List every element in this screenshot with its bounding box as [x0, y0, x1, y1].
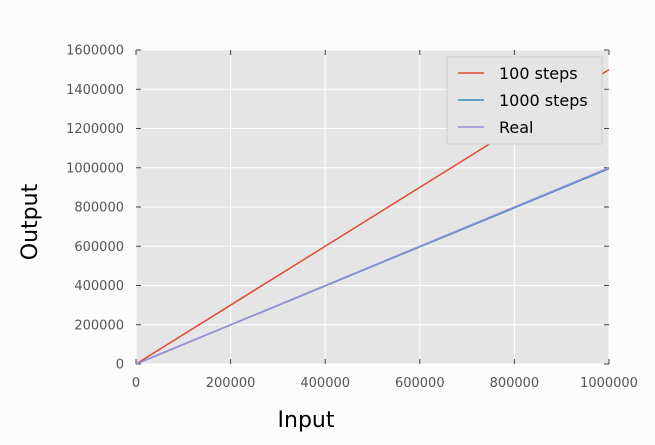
- legend-label: Real: [499, 118, 534, 137]
- grid-lines: [135, 49, 610, 365]
- x-tick-label: 400000: [300, 376, 350, 391]
- x-tick-label: 1000000: [580, 376, 638, 391]
- legend-label: 100 steps: [499, 64, 578, 83]
- y-tick-label: 800000: [74, 201, 124, 216]
- legend: 100 steps 1000 steps Real: [446, 56, 603, 145]
- x-tick-label: 800000: [490, 376, 540, 391]
- legend-label: 1000 steps: [499, 91, 588, 110]
- x-tick-label: 200000: [206, 376, 256, 391]
- y-tick-label: 1600000: [66, 44, 124, 59]
- series-line: [135, 167, 610, 365]
- y-axis-label: Output: [18, 183, 43, 260]
- y-tick-label: 600000: [74, 240, 124, 255]
- x-tick-label: 600000: [395, 376, 445, 391]
- y-tick-label: 200000: [74, 318, 124, 333]
- y-tick-label: 400000: [74, 279, 124, 294]
- x-axis-label: Input: [278, 408, 335, 433]
- y-tick-label: 1400000: [66, 83, 124, 98]
- axis-ticks: 0 200000 400000 600000 800000 1000000 0 200000 4…: [66, 44, 638, 392]
- y-tick-label: 1200000: [66, 122, 124, 137]
- y-tick-label: 1000000: [66, 161, 124, 176]
- y-tick-label: 0: [116, 358, 124, 373]
- x-tick-label: 0: [132, 376, 140, 391]
